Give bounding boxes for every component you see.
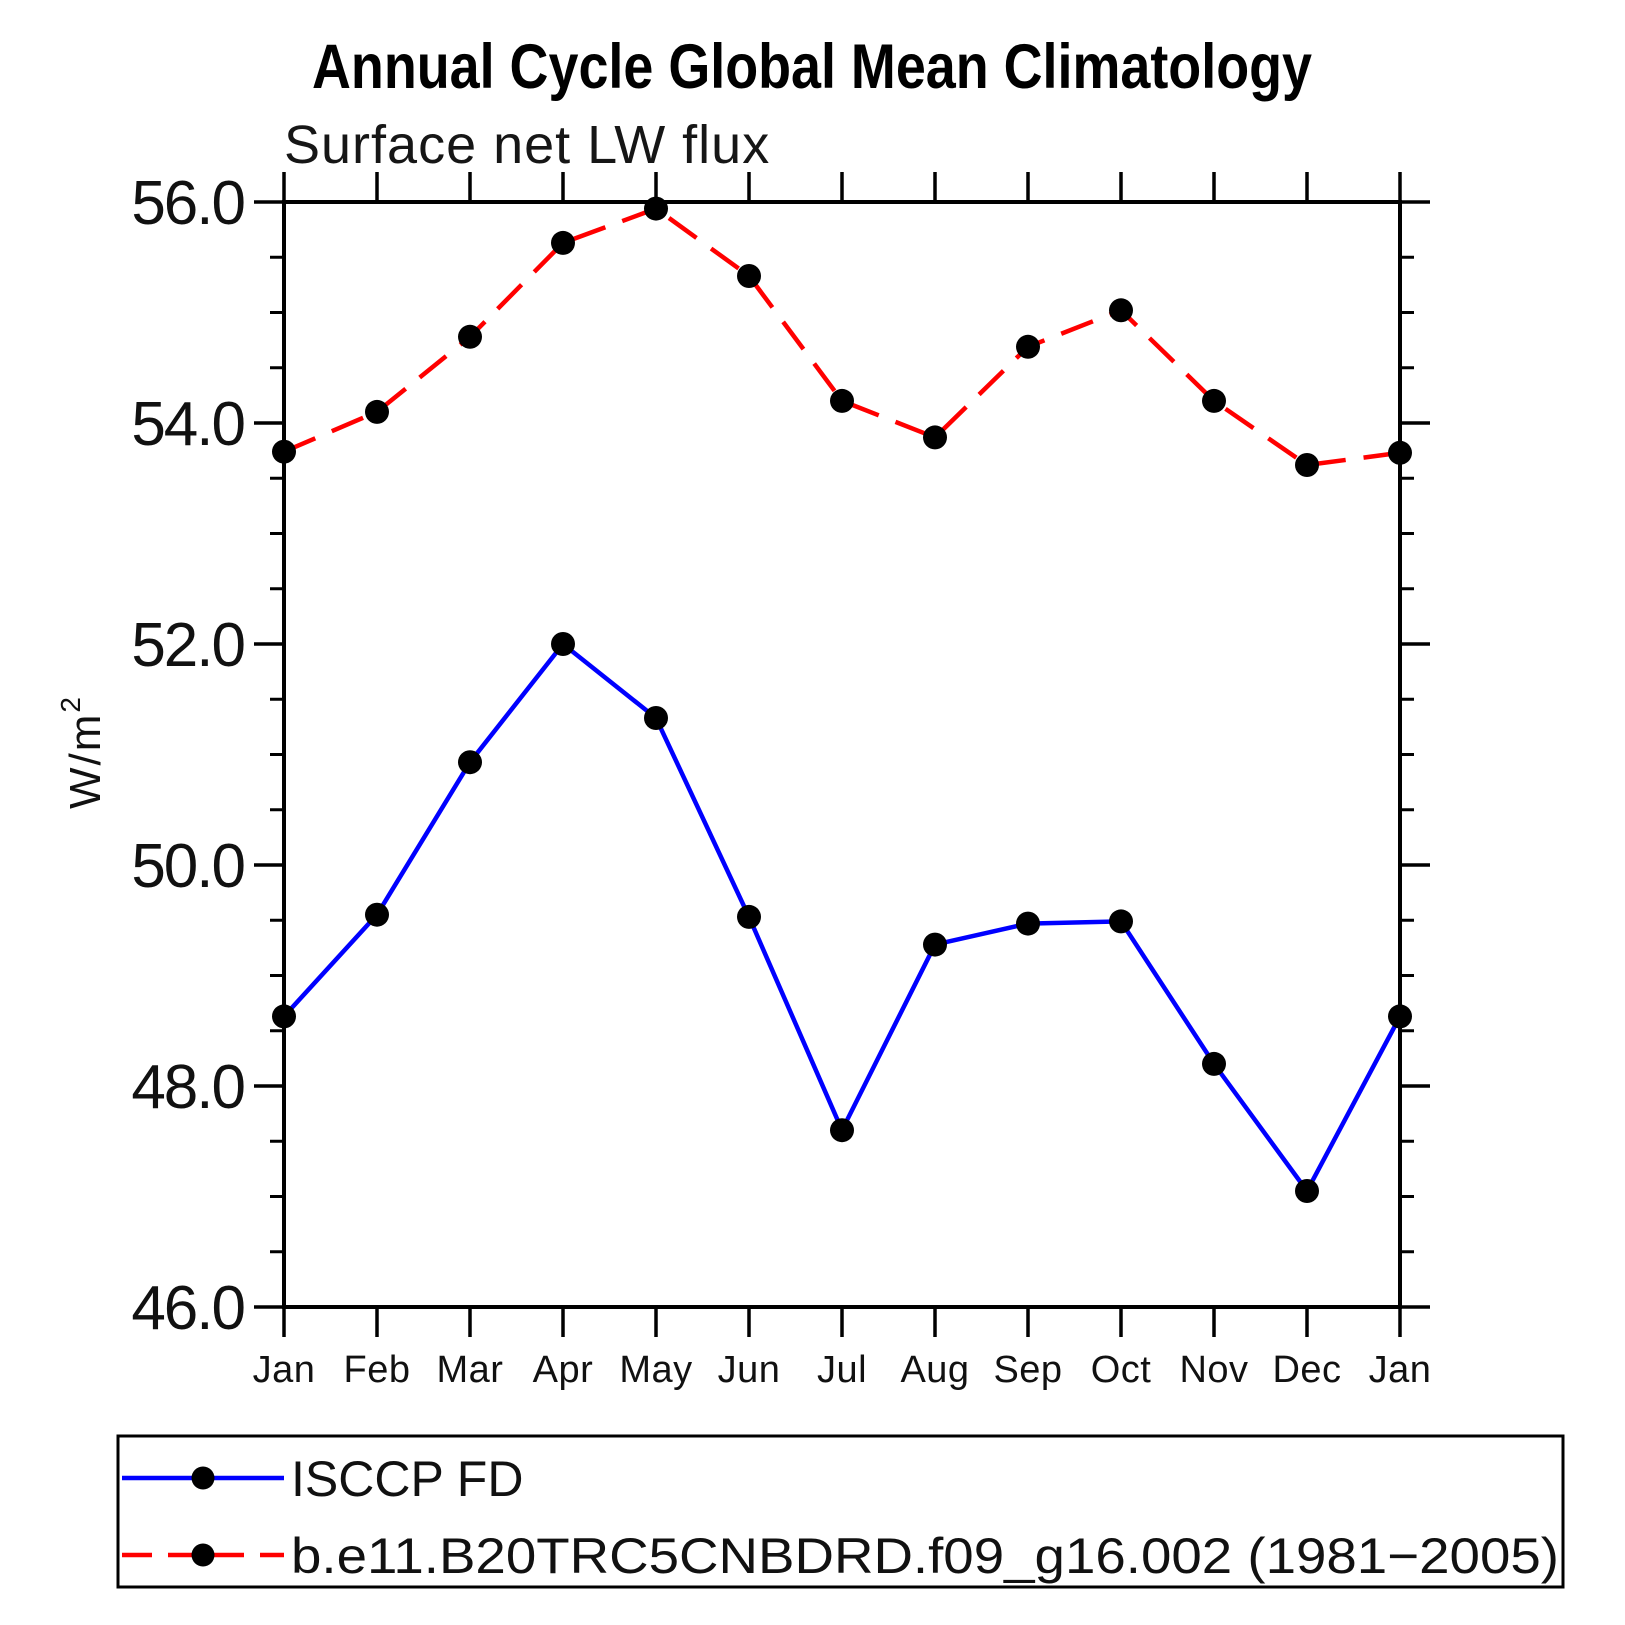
y-tick-label: 56.0 (131, 169, 244, 238)
data-point-marker-0 (551, 632, 575, 656)
x-tick-label: Oct (1091, 1349, 1152, 1391)
x-tick-label: Jun (718, 1349, 781, 1391)
legend-label-isccp: ISCCP FD (291, 1451, 523, 1507)
y-tick-label: 52.0 (131, 611, 244, 680)
plot-border (282, 200, 1402, 1309)
y-tick-label: 50.0 (131, 832, 244, 901)
data-point-marker-1 (1202, 388, 1226, 413)
data-point-marker-1 (1016, 334, 1040, 359)
x-tick-label: Sep (993, 1349, 1062, 1391)
x-tick-labels: Jan Feb Mar Apr May Jun Jul Aug Sep Oct Nov Dec Jan (253, 1349, 1432, 1391)
data-point-marker-1 (830, 388, 854, 413)
data-point-marker-1 (1109, 298, 1133, 323)
data-point-marker-0 (923, 932, 947, 957)
data-point-marker-1 (272, 439, 296, 464)
series-line-1 (283, 206, 1401, 468)
chart-subtitle: Surface net LW flux (284, 115, 770, 175)
legend: ISCCP FD b.e11.B20TRC5CNBDRD.f09_g16.002… (116, 1434, 1565, 1589)
data-point-marker-0 (1295, 1179, 1319, 1203)
data-point-marker-0 (1016, 911, 1040, 936)
data-series (272, 196, 1412, 1203)
x-tick-label: Jan (1369, 1349, 1432, 1391)
y-tick-label: 46.0 (131, 1274, 244, 1343)
data-point-marker-0 (830, 1118, 854, 1143)
data-point-marker-1 (458, 324, 482, 349)
x-tick-label: May (619, 1349, 692, 1391)
y-axis-label-superscript: 2 (55, 695, 86, 713)
x-tick-label: Dec (1272, 1349, 1341, 1391)
data-point-marker-0 (644, 706, 668, 730)
data-point-marker-1 (644, 196, 668, 221)
x-tick-label: Nov (1179, 1349, 1248, 1391)
data-point-marker-0 (272, 1004, 296, 1029)
y-tick-label: 48.0 (131, 1053, 244, 1122)
x-tick-label: Aug (900, 1349, 969, 1391)
data-point-marker-1 (1388, 440, 1412, 465)
y-tick-label: 54.0 (131, 390, 244, 459)
data-point-marker-0 (365, 902, 389, 927)
legend-entry-model: b.e11.B20TRC5CNBDRD.f09_g16.002 (1981−20… (122, 1528, 1559, 1584)
legend-marker-model (191, 1543, 215, 1567)
legend-entry-isccp: ISCCP FD (122, 1451, 523, 1507)
chart-title: Annual Cycle Global Mean Climatology (312, 32, 1312, 102)
data-point-marker-0 (1109, 909, 1133, 934)
data-point-marker-0 (458, 750, 482, 775)
series-line-0 (282, 640, 1402, 1196)
legend-label-model: b.e11.B20TRC5CNBDRD.f09_g16.002 (1981−20… (291, 1528, 1559, 1584)
data-point-marker-1 (365, 399, 389, 424)
x-tick-label: Jan (253, 1349, 316, 1391)
legend-marker-isccp (191, 1466, 215, 1490)
legend-box (116, 1434, 1565, 1589)
y-tick-labels: 46.0 48.0 50.0 52.0 54.0 56.0 (131, 169, 246, 1343)
data-point-marker-0 (737, 904, 761, 929)
data-point-marker-0 (1388, 1004, 1412, 1029)
data-point-marker-0 (1202, 1051, 1226, 1076)
data-point-marker-1 (737, 264, 761, 288)
axis-ticks (254, 172, 1430, 1337)
x-tick-label: Mar (437, 1349, 504, 1391)
y-axis-label-base: W/m (61, 713, 110, 809)
x-tick-label: Jul (817, 1349, 867, 1391)
x-tick-label: Feb (344, 1349, 411, 1391)
y-axis-label: W/m2 (55, 695, 110, 809)
data-point-marker-1 (923, 425, 947, 450)
data-point-marker-1 (551, 230, 575, 255)
data-point-marker-1 (1295, 453, 1319, 477)
x-tick-label: Apr (533, 1349, 594, 1391)
plot-area: 46.0 48.0 50.0 52.0 54.0 56.0 Jan Feb Mar Apr May… (131, 169, 1431, 1391)
